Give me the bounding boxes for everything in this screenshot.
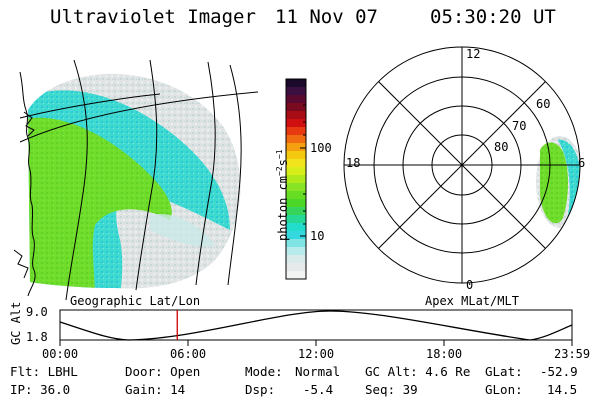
seq-label: Seq: 39 [365,382,418,397]
gc-alt-label: GC Alt: 4.6 Re [365,364,471,379]
gain-label: Gain: 14 [125,382,186,397]
dsp-value: -5.4 [303,382,334,397]
filter-label: Flt: LBHL [10,364,78,379]
colorbar-tick-100: 100 [310,141,332,155]
polar-lat-70: 70 [512,119,527,133]
polar-plot [343,46,581,284]
xtick-1800: 18:00 [426,347,463,361]
geo-grid [19,59,259,301]
ip-label: IP: 36.0 [10,382,71,397]
auroral-oval-green [28,117,172,289]
glon-label: GLon: [485,382,523,397]
mode-label: Mode: [245,364,283,379]
mode-value: Normal [295,364,341,379]
xtick-0600: 06:00 [170,347,207,361]
time-label: 05:30:20 UT [430,6,556,28]
xtick-2359: 23:59 [554,347,591,361]
color-bar [285,78,307,280]
altitude-ymax: 9.0 [26,305,48,319]
geographic-panel-label: Geographic Lat/Lon [70,294,201,308]
dsp-label: Dsp: [245,382,276,397]
polar-lat-80: 80 [494,140,509,154]
altitude-curve [59,310,573,341]
altitude-ymin: 1.8 [26,330,48,344]
date-label: 11 Nov 07 [275,6,378,28]
glat-label: GLat: [485,364,523,379]
glon-value: 14.5 [547,382,578,397]
xtick-0000: 00:00 [42,347,79,361]
polar-label-0: 0 [466,278,474,292]
xtick-1200: 12:00 [298,347,335,361]
door-label: Door: Open [125,364,201,379]
polar-label-12: 12 [466,47,481,61]
apex-panel-label: Apex MLat/MLT [425,294,519,308]
colorbar-tick-10: 10 [310,229,325,243]
polar-lat-60: 60 [536,97,551,111]
altitude-ylabel: GC Alt [9,301,23,345]
polar-label-6: 6 [578,156,586,170]
geographic-image [13,59,259,301]
altitude-plot [59,309,573,346]
instrument-title: Ultraviolet Imager [50,6,256,28]
polar-aurora-green [540,142,568,224]
colorbar-unit-label: photon cm−2s−1 [275,149,290,241]
coastline [19,71,36,297]
polar-label-18: 18 [346,156,361,170]
glat-value: -52.9 [540,364,578,379]
